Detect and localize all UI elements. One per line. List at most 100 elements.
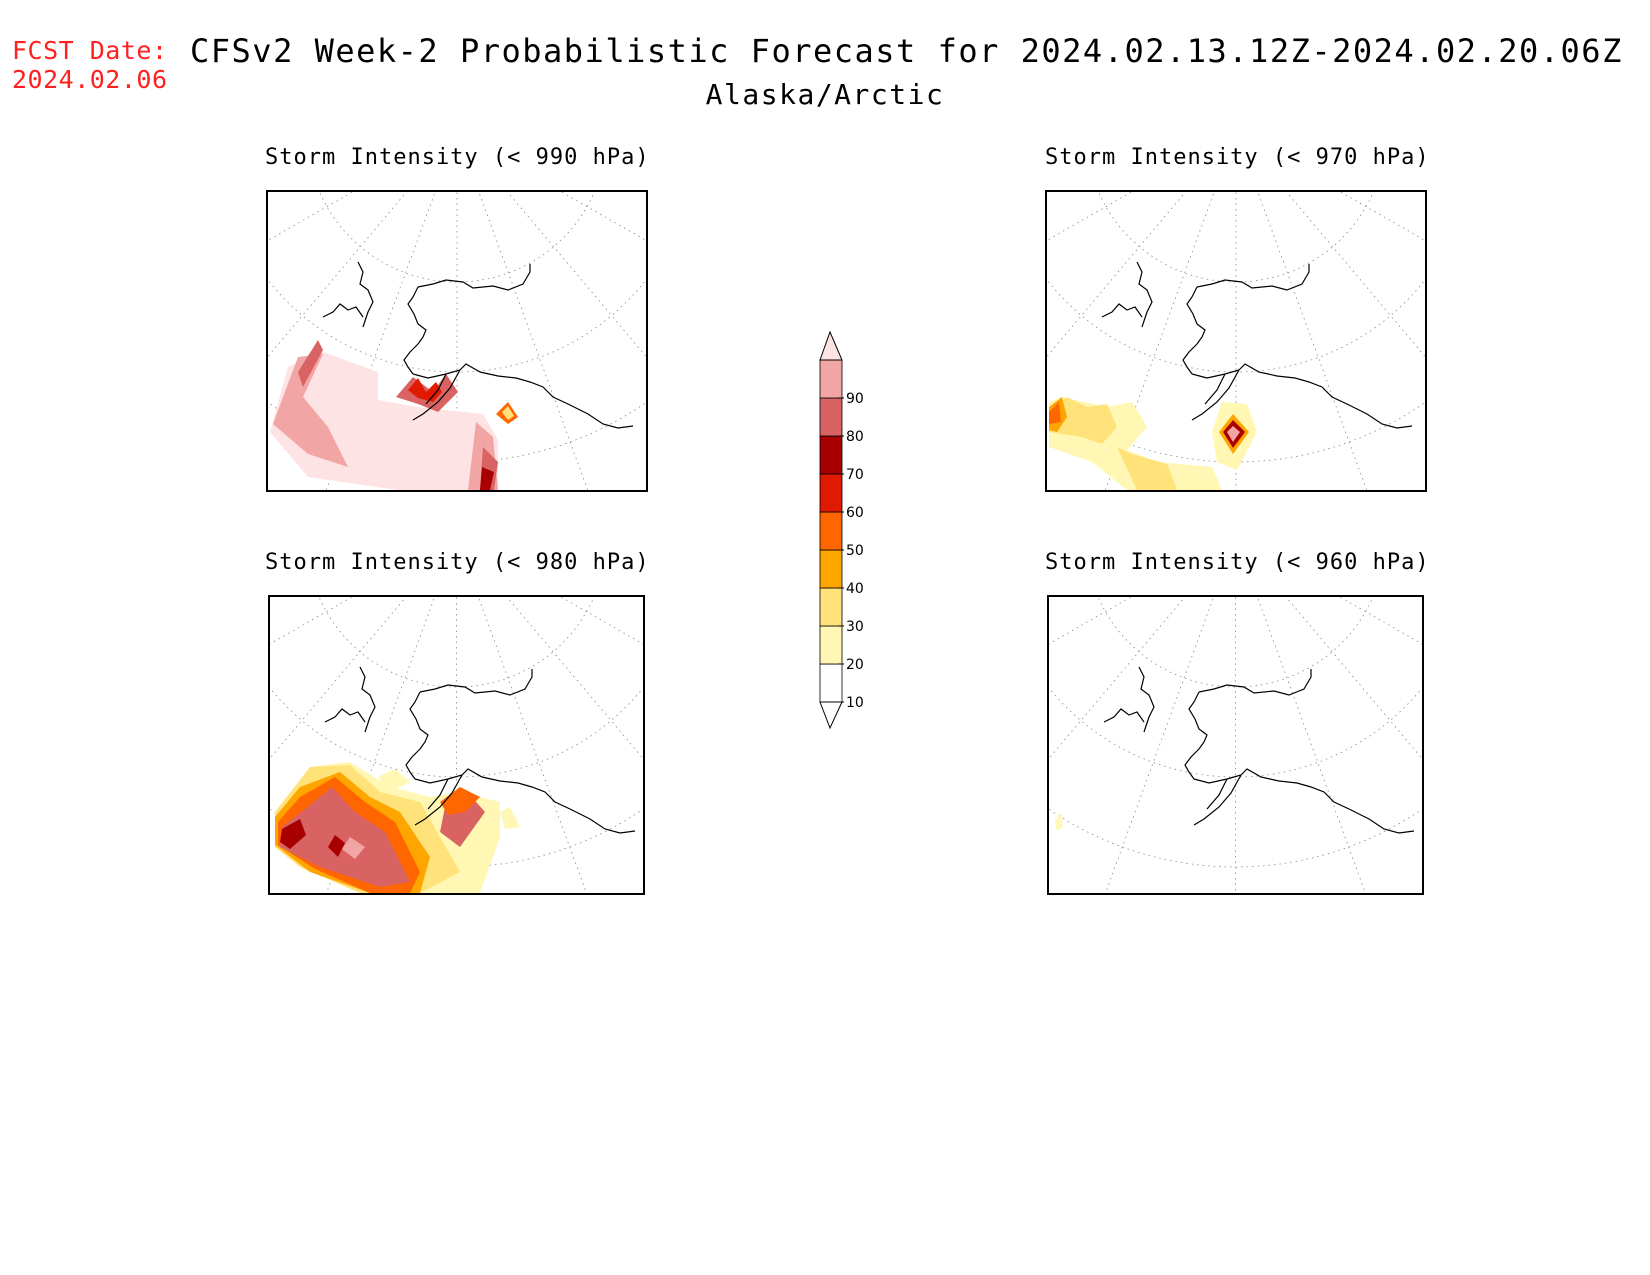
graticule-parallel (270, 687, 643, 778)
forecast-date-value: 2024.02.06 (12, 65, 168, 94)
coastline (1193, 768, 1415, 834)
colorbar-bottom-triangle (819, 701, 843, 730)
graticule-parallel (1047, 279, 1425, 373)
colorbar-box (819, 473, 843, 513)
map-980 (270, 597, 643, 893)
graticule-meridian (1257, 192, 1368, 490)
region-subtitle: Alaska/Arctic (705, 78, 945, 111)
coastline (412, 363, 634, 429)
graticule-parallel (319, 598, 594, 688)
coastline (425, 373, 447, 405)
coastline (322, 303, 364, 318)
colorbar-tick-label: 60 (846, 505, 864, 521)
coastline (1101, 303, 1143, 318)
graticule-parallel (319, 193, 595, 283)
colorbar-tick-label: 90 (846, 391, 864, 407)
shade-10-20 (500, 807, 520, 829)
coastline (1191, 369, 1240, 421)
graticule-meridian (560, 597, 643, 645)
graticule-parallel (268, 279, 646, 373)
map-panel-980 (268, 595, 645, 895)
graticule-parallel (1098, 193, 1374, 283)
colorbar-top-triangle (819, 330, 843, 361)
shade-10-20 (1055, 812, 1063, 831)
map-panel-960 (1047, 595, 1424, 895)
colorbar-box (819, 587, 843, 627)
coastline (419, 669, 533, 696)
colorbar-box (819, 359, 843, 399)
graticule-meridian (1286, 192, 1425, 358)
graticule-meridian (1105, 597, 1215, 893)
coastline (409, 691, 429, 750)
shade-80-90 (1227, 426, 1240, 442)
coastline (357, 261, 374, 328)
colorbar-box (819, 435, 843, 475)
colorbar-tick-label: 30 (846, 619, 864, 635)
coastline (417, 264, 531, 291)
graticule-meridian (1049, 597, 1186, 760)
forecast-date-label: FCST Date: (12, 36, 168, 65)
coastline (1182, 343, 1198, 375)
shade-20-30 (1117, 447, 1177, 490)
probability-shading-960 (1055, 812, 1063, 831)
colorbar-tick-label: 50 (846, 543, 864, 559)
shade-20-30 (502, 406, 514, 420)
probability-shading-970 (1049, 397, 1257, 490)
map-970 (1047, 192, 1425, 490)
map-panel-990 (266, 190, 648, 492)
coastline (1103, 708, 1145, 723)
colorbar-tick-label: 10 (846, 695, 864, 711)
coastline (1193, 774, 1242, 826)
panel-title-970: Storm Intensity (< 970 hPa) (1045, 145, 1430, 170)
coastline (403, 343, 419, 375)
graticule-meridian (268, 192, 354, 241)
shade-80-90 (342, 837, 365, 859)
coastline (407, 286, 427, 345)
coastline (412, 369, 461, 421)
graticule-parallel (1098, 598, 1373, 688)
shade-40-50 (1049, 402, 1061, 424)
coastline (414, 774, 463, 826)
colorbar-box (819, 397, 843, 437)
shade-60-70 (328, 835, 345, 857)
colorbar-legend: 10 20 30 40 50 60 70 80 90 (812, 330, 902, 730)
colorbar-tick-label: 80 (846, 429, 864, 445)
colorbar-tick-label: 70 (846, 467, 864, 483)
coastline (1184, 748, 1200, 780)
coastline (1191, 363, 1413, 429)
panel-title-960: Storm Intensity (< 960 hPa) (1045, 550, 1430, 575)
probability-shading-990 (270, 340, 518, 490)
panel-title-990: Storm Intensity (< 990 hPa) (265, 145, 650, 170)
shade-70-80 (280, 787, 410, 887)
coastline (1196, 264, 1310, 291)
coastline (1188, 691, 1208, 750)
map-990 (268, 192, 646, 490)
shade-20-30 (1049, 397, 1117, 444)
colorbar-tick-label: 20 (846, 657, 864, 673)
colorbar-box (819, 663, 843, 703)
colorbar-svg: 10 20 30 40 50 60 70 80 90 (819, 330, 864, 730)
graticule-meridian (1339, 597, 1422, 645)
coastline (324, 708, 366, 723)
colorbar-box (819, 511, 843, 551)
graticule-meridian (1339, 192, 1425, 241)
probability-shading-980 (275, 762, 520, 893)
coastline (427, 778, 449, 810)
shade-60-70 (280, 819, 306, 849)
page-title: CFSv2 Week-2 Probabilistic Forecast for … (190, 32, 1623, 70)
coastline (405, 748, 421, 780)
shade-80-90 (273, 354, 348, 467)
coastline (1206, 778, 1228, 810)
coastline (1186, 286, 1206, 345)
colorbar-box (819, 625, 843, 665)
shade-70-80 (298, 340, 323, 387)
coastline (1136, 261, 1153, 328)
graticule-meridian (1047, 192, 1133, 241)
coastline (1138, 666, 1155, 733)
coastline (1204, 373, 1226, 405)
shade-10-20 (378, 769, 410, 792)
shade-60-70 (480, 467, 494, 490)
graticule-meridian (1256, 597, 1366, 893)
colorbar-box (819, 549, 843, 589)
graticule-meridian (560, 192, 646, 241)
